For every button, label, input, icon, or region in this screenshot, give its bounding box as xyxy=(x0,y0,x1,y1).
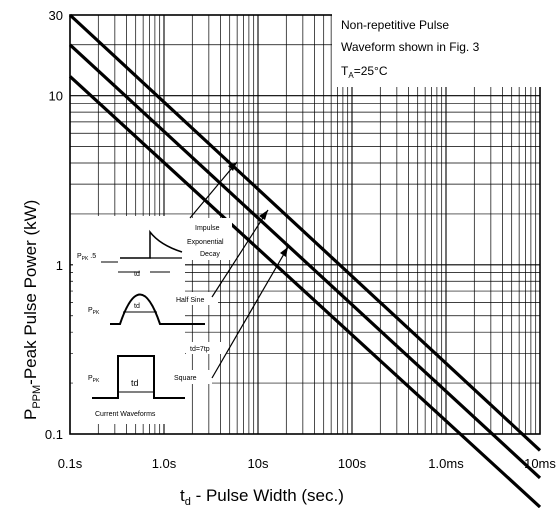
square-waveform xyxy=(92,355,185,399)
inset-background xyxy=(73,216,185,424)
x-tick-label: 10s xyxy=(248,456,269,471)
y-axis-label: PPPM-Peak Pulse Power (kW) xyxy=(21,200,43,420)
ppk-label-2: PPK xyxy=(88,307,100,316)
td-label-1: td xyxy=(134,271,140,278)
impulse-pointer-head xyxy=(228,162,237,171)
td-eq-label: td=7tp xyxy=(190,346,210,353)
exponential-decay-waveform xyxy=(120,229,183,259)
impulse-label-line-2: Exponential xyxy=(187,239,224,246)
impulse-label-line-1: Impulse xyxy=(195,225,220,232)
series-line-2 xyxy=(68,43,542,480)
x-tick-label: 0.1s xyxy=(58,456,83,471)
x-tick-label: 1.0s xyxy=(152,456,177,471)
x-tick-label: 1.0ms xyxy=(428,456,464,471)
annotation-line-1: Non-repetitive Pulse xyxy=(341,18,449,32)
annotation-line-3: TA=25°C xyxy=(341,64,388,80)
ppk-label-1: PPK .5 xyxy=(77,253,96,262)
x-tick-label: 100s xyxy=(338,456,367,471)
y-tick-label: 1 xyxy=(56,258,63,273)
tick-labels: 0.1s 1.0s 10s 100s 1.0ms 10ms 30 10 1 0.1 xyxy=(45,8,556,471)
half-sine-waveform xyxy=(110,293,205,325)
plot-frame xyxy=(69,14,541,435)
annotation-line-2: Waveform shown in Fig. 3 xyxy=(341,40,480,54)
impulse-label-line-3: Decay xyxy=(200,251,220,258)
series-line-3 xyxy=(68,75,542,508)
square-label: Square xyxy=(174,375,197,382)
square-label-bg xyxy=(170,370,212,384)
td-label-3: td xyxy=(131,378,139,388)
half-sine-pointer-head xyxy=(259,210,268,220)
half-sine-label-bg xyxy=(170,292,218,305)
td-eq-label-bg xyxy=(186,342,226,354)
half-sine-pointer xyxy=(211,209,269,298)
curve-labels: Impulse Exponential Decay Half Sine td=7… xyxy=(170,161,289,384)
series-line-1 xyxy=(68,13,542,452)
annotation-box: Non-repetitive Pulse Waveform shown in F… xyxy=(332,9,542,87)
td-label-2: td xyxy=(134,303,140,310)
impulse-label-bg xyxy=(187,218,232,260)
series-lines xyxy=(68,13,542,508)
half-sine-label: Half Sine xyxy=(176,297,205,304)
square-pointer-head xyxy=(280,247,288,257)
waveform-inset: PPK .5 td PPK td PPK td Current Waveform… xyxy=(73,216,205,424)
x-axis-label: td - Pulse Width (sec.) xyxy=(180,486,344,508)
annotation-background xyxy=(332,9,542,87)
square-pointer xyxy=(211,246,289,379)
y-tick-label: 0.1 xyxy=(45,427,63,442)
y-tick-label: 30 xyxy=(49,8,63,23)
impulse-pointer xyxy=(189,161,238,219)
inset-caption: Current Waveforms xyxy=(95,411,156,418)
x-tick-label: 10ms xyxy=(524,456,556,471)
y-tick-label: 10 xyxy=(49,89,63,104)
ppk-label-3: PPK xyxy=(88,375,100,384)
